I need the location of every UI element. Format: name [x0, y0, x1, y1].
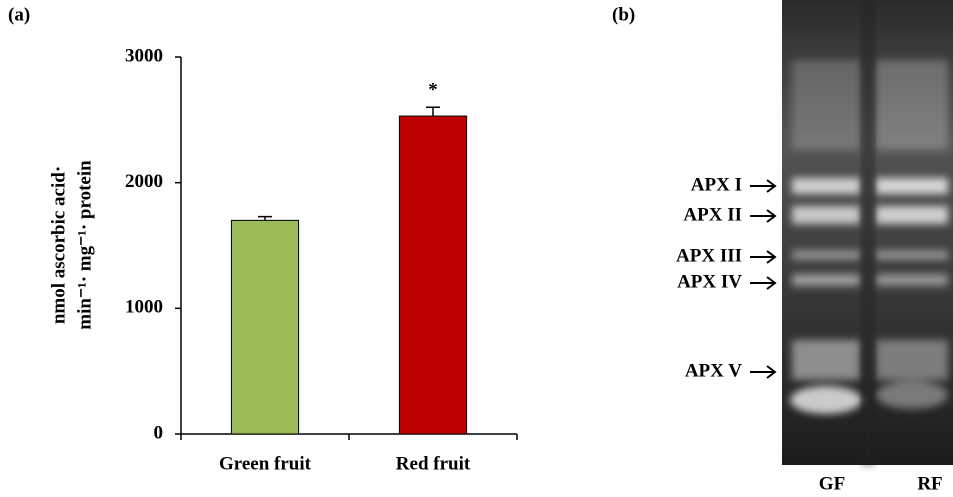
- band-label: APX III: [676, 245, 742, 266]
- y-tick-label: 1000: [125, 297, 163, 318]
- band-arrow: [750, 250, 777, 264]
- y-tick-label: 0: [154, 422, 164, 443]
- band-arrow: [750, 365, 777, 379]
- lane-label: GF: [819, 473, 845, 494]
- y-tick-label: 3000: [125, 45, 163, 66]
- y-label-line: nmol ascorbic acid·: [48, 166, 69, 324]
- panel-label: (b): [612, 4, 635, 25]
- x-tick-label: Green fruit: [219, 453, 312, 474]
- error-bar: [258, 215, 272, 221]
- panel-label: (a): [8, 4, 30, 25]
- bar: [230, 219, 300, 435]
- error-bar: [426, 106, 440, 117]
- x-tick-label: Red fruit: [396, 453, 471, 474]
- band-arrow: [750, 276, 777, 290]
- lane-label: RF: [917, 473, 942, 494]
- band-label: APX II: [683, 204, 742, 225]
- bar: [398, 115, 468, 435]
- band-label: APX IV: [677, 271, 742, 292]
- band-label: APX V: [685, 360, 742, 381]
- y-tick-label: 2000: [125, 171, 163, 192]
- gel-image: [782, 0, 953, 465]
- significance-mark: *: [428, 80, 438, 101]
- y-label-line: min⁻¹· mg⁻¹· protein: [74, 160, 95, 330]
- y-axis-title: nmol ascorbic acid· min⁻¹· mg⁻¹· protein: [48, 160, 95, 330]
- band-label: APX I: [691, 174, 742, 195]
- band-arrow: [750, 179, 777, 193]
- band-arrow: [750, 209, 777, 223]
